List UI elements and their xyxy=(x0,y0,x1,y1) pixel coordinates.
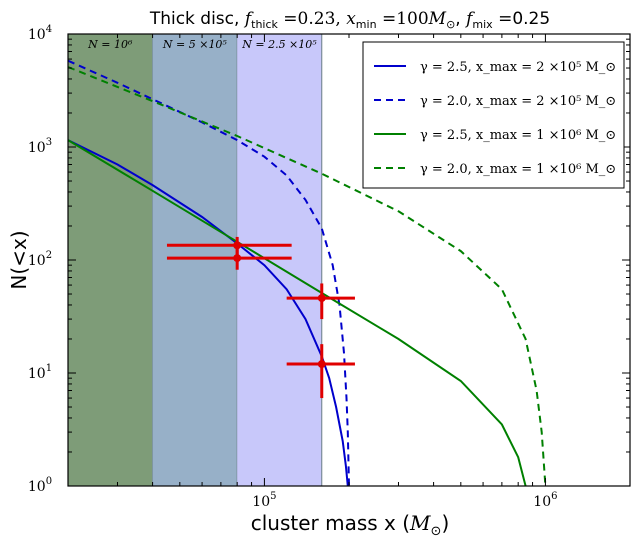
legend-label-3: γ = 2.0, x_max = 1 ×10⁶ M_⊙ xyxy=(420,162,616,177)
y-tick-label-3: 103 xyxy=(28,137,52,156)
legend-label-2: γ = 2.5, x_max = 1 ×10⁶ M_⊙ xyxy=(420,128,616,143)
axis-ticks: 105 106 100 101 102 103 104 xyxy=(28,24,630,510)
data-point-marker xyxy=(233,254,242,263)
series-line-2 xyxy=(67,139,527,487)
y-tick-label-2: 102 xyxy=(28,250,52,269)
curves xyxy=(67,59,547,487)
data-point-marker xyxy=(233,241,242,250)
y-tick-label-0: 100 xyxy=(28,476,52,495)
series-line-0 xyxy=(67,139,349,487)
data-point-marker xyxy=(317,294,326,303)
y-axis-label: N(<x) xyxy=(7,230,31,289)
region-label-2: N = 2.5 ×10⁵ xyxy=(241,38,317,51)
data-points xyxy=(166,236,355,399)
region-label-1: N = 5 ×10⁵ xyxy=(162,38,228,51)
y-tick-label-1: 101 xyxy=(28,363,52,382)
shaded-region-2 xyxy=(237,34,322,486)
series-line-3 xyxy=(67,66,547,487)
legend: γ = 2.5, x_max = 2 ×10⁵ M_⊙ γ = 2.0, x_ma… xyxy=(362,41,625,189)
shaded-regions: N = 10⁶ N = 5 ×10⁵ N = 2.5 ×10⁵ xyxy=(68,34,323,486)
shaded-region-0 xyxy=(68,34,153,486)
legend-label-0: γ = 2.5, x_max = 2 ×10⁵ M_⊙ xyxy=(420,60,616,75)
data-point-3 xyxy=(286,344,355,399)
region-label-0: N = 10⁶ xyxy=(87,38,133,51)
x-axis-label: cluster mass x (M⊙) xyxy=(251,511,450,537)
data-point-marker xyxy=(317,360,326,369)
y-tick-label-4: 104 xyxy=(28,24,52,43)
shaded-region-1 xyxy=(152,34,238,486)
x-tick-label-0: 105 xyxy=(252,491,276,510)
x-tick-label-1: 106 xyxy=(533,491,557,510)
legend-box xyxy=(362,41,625,189)
legend-label-1: γ = 2.0, x_max = 2 ×10⁵ M_⊙ xyxy=(420,94,616,109)
chart-title: Thick disc, fthick =0.23, xmin =100M⊙, f… xyxy=(149,9,550,31)
data-point-1 xyxy=(166,248,292,270)
data-point-2 xyxy=(286,283,355,320)
